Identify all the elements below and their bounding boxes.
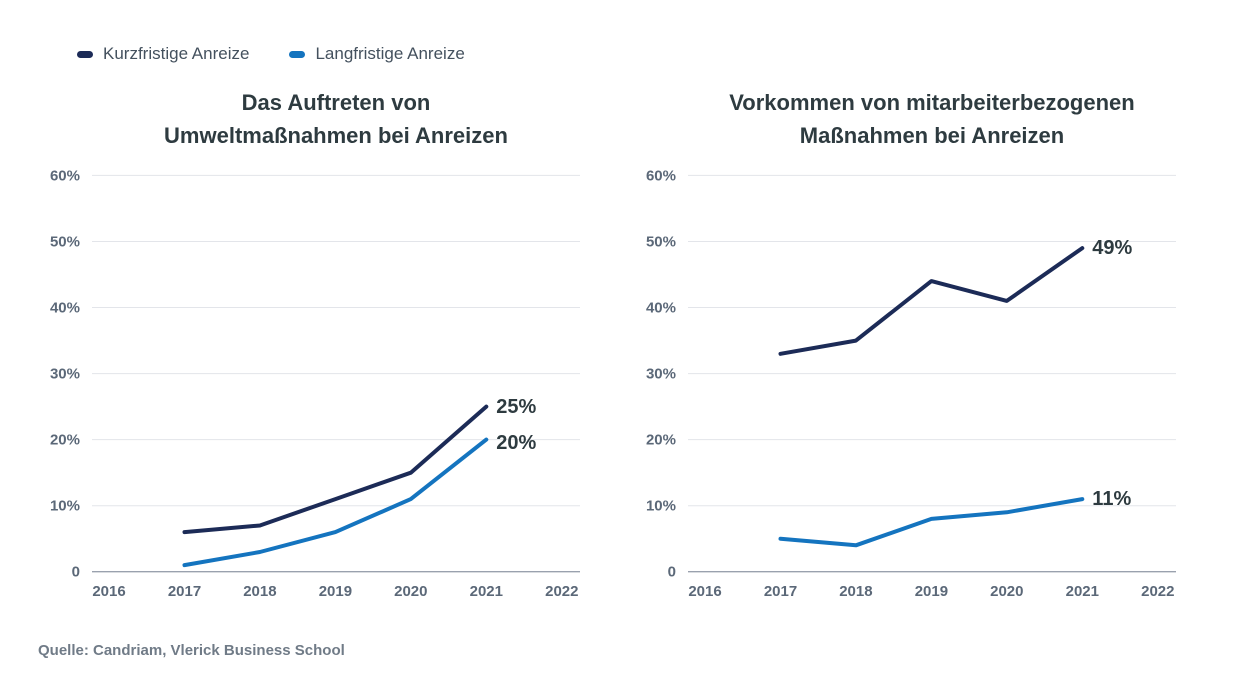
svg-text:2017: 2017 (764, 583, 797, 600)
svg-text:2022: 2022 (1141, 583, 1174, 600)
svg-text:2019: 2019 (319, 583, 352, 600)
svg-text:10%: 10% (50, 498, 80, 515)
svg-text:2018: 2018 (243, 583, 276, 600)
svg-text:10%: 10% (646, 498, 676, 515)
svg-text:20%: 20% (646, 432, 676, 449)
svg-text:25%: 25% (496, 396, 536, 418)
svg-text:50%: 50% (646, 234, 676, 251)
svg-text:30%: 30% (646, 366, 676, 383)
svg-text:49%: 49% (1092, 237, 1132, 259)
svg-text:2021: 2021 (1066, 583, 1099, 600)
svg-text:60%: 60% (646, 167, 676, 184)
svg-text:11%: 11% (1092, 488, 1131, 510)
svg-text:2021: 2021 (470, 583, 503, 600)
svg-text:50%: 50% (50, 234, 80, 251)
svg-text:2020: 2020 (990, 583, 1023, 600)
svg-text:2018: 2018 (839, 583, 872, 600)
svg-text:2020: 2020 (394, 583, 427, 600)
svg-text:40%: 40% (646, 300, 676, 317)
svg-text:2016: 2016 (688, 583, 721, 600)
svg-text:40%: 40% (50, 300, 80, 317)
svg-text:2019: 2019 (915, 583, 948, 600)
svg-text:2022: 2022 (545, 583, 578, 600)
svg-text:2017: 2017 (168, 583, 201, 600)
svg-text:30%: 30% (50, 366, 80, 383)
svg-text:0: 0 (668, 564, 676, 581)
svg-text:2016: 2016 (92, 583, 125, 600)
svg-text:0: 0 (72, 564, 80, 581)
svg-text:20%: 20% (50, 432, 80, 449)
svg-text:60%: 60% (50, 167, 80, 184)
svg-text:20%: 20% (496, 432, 536, 454)
